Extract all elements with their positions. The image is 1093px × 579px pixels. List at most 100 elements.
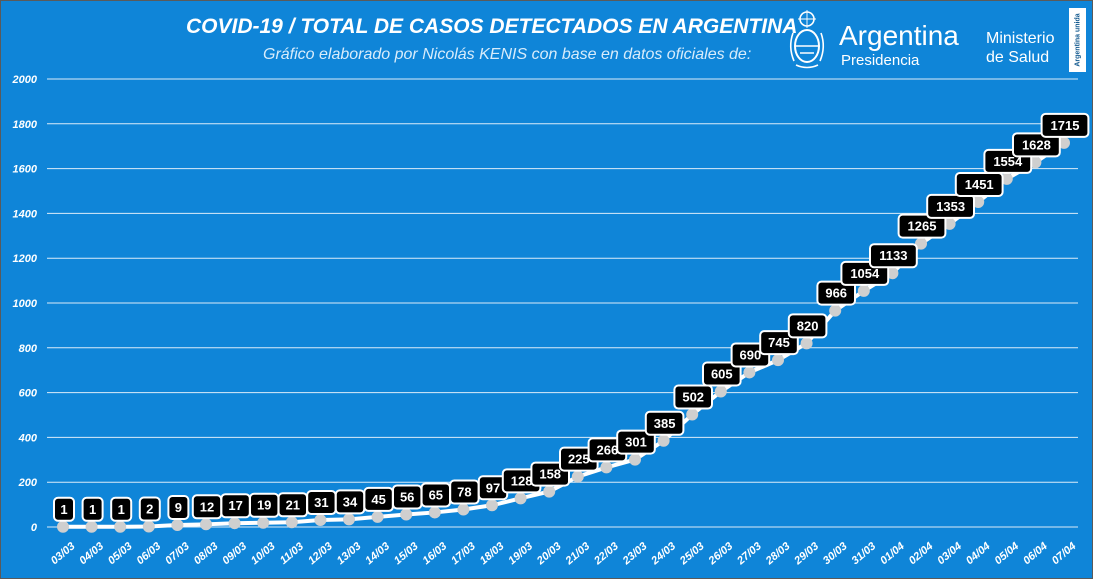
series-cases bbox=[57, 136, 1070, 533]
data-label-box bbox=[926, 193, 976, 219]
data-label-box bbox=[110, 496, 133, 522]
data-point bbox=[714, 385, 727, 398]
x-tick-label: 05/03 bbox=[106, 540, 135, 567]
data-point bbox=[800, 337, 813, 350]
data-point bbox=[57, 520, 69, 533]
x-tick-label: 03/04 bbox=[935, 540, 964, 567]
data-label-text: 158 bbox=[539, 467, 561, 482]
data-label: 605 bbox=[702, 361, 742, 387]
data-label-text: 1353 bbox=[936, 199, 965, 214]
data-label: 65 bbox=[420, 482, 452, 508]
data-label: 2 bbox=[138, 496, 161, 522]
x-tick-label: 02/04 bbox=[907, 540, 936, 567]
data-label: 1715 bbox=[1040, 112, 1090, 138]
y-tick-label: 1600 bbox=[13, 164, 38, 176]
data-point bbox=[600, 461, 613, 474]
data-label-box bbox=[702, 361, 742, 387]
data-label: 19 bbox=[249, 492, 280, 518]
data-label-text: 1054 bbox=[850, 266, 880, 281]
x-tick-label: 18/03 bbox=[478, 540, 507, 567]
data-point bbox=[228, 517, 241, 530]
x-tick-label: 25/03 bbox=[677, 540, 707, 568]
data-point bbox=[114, 520, 127, 533]
data-label: 502 bbox=[673, 384, 714, 410]
data-label: 1 bbox=[110, 496, 133, 522]
data-label: 31 bbox=[306, 490, 337, 516]
data-label: 1451 bbox=[954, 171, 1004, 197]
data-label-box bbox=[1012, 132, 1061, 158]
x-tick-label: 11/03 bbox=[278, 541, 306, 567]
ministry-label: Ministerio de Salud bbox=[986, 29, 1076, 67]
data-label-box bbox=[787, 313, 828, 339]
data-label-text: 1628 bbox=[1022, 137, 1051, 152]
x-tick-label: 01/04 bbox=[878, 540, 907, 567]
data-label-box bbox=[816, 280, 857, 306]
data-point bbox=[1029, 156, 1042, 169]
x-tick-label: 04/04 bbox=[964, 540, 993, 567]
x-tick-label: 17/03 bbox=[449, 540, 478, 567]
data-label-text: 2 bbox=[146, 502, 153, 517]
data-point bbox=[371, 510, 384, 523]
data-point bbox=[285, 516, 298, 529]
x-tick-label: 07/04 bbox=[1050, 540, 1079, 567]
data-label: 12 bbox=[191, 494, 223, 520]
data-label: 17 bbox=[220, 493, 251, 519]
argentina-unida-badge: Argentina unida bbox=[1069, 8, 1086, 72]
data-label-text: 19 bbox=[257, 498, 271, 513]
data-label-text: 820 bbox=[797, 318, 819, 333]
data-point bbox=[400, 508, 413, 521]
data-label-text: 45 bbox=[371, 492, 385, 507]
data-label: 745 bbox=[759, 330, 799, 356]
data-label-text: 385 bbox=[654, 416, 676, 431]
argentina-coat-of-arms-icon bbox=[789, 10, 825, 69]
data-label: 78 bbox=[449, 479, 480, 505]
data-label-box bbox=[53, 496, 75, 522]
data-point bbox=[343, 513, 355, 526]
x-tick-label: 14/03 bbox=[363, 540, 392, 567]
data-label: 45 bbox=[363, 486, 394, 512]
data-label-text: 128 bbox=[511, 473, 533, 488]
data-label-box bbox=[644, 410, 685, 436]
data-label-text: 9 bbox=[175, 500, 182, 515]
data-label-box bbox=[954, 171, 1004, 197]
data-point bbox=[85, 520, 98, 533]
x-tick-label: 19/03 bbox=[506, 540, 535, 567]
data-point bbox=[142, 520, 155, 533]
x-tick-label: 28/03 bbox=[763, 540, 793, 568]
data-point bbox=[171, 518, 184, 531]
data-point bbox=[1000, 172, 1013, 185]
data-label: 385 bbox=[644, 410, 685, 436]
data-label-text: 1554 bbox=[993, 154, 1023, 169]
chart-subtitle: Gráfico elaborado por Nicolás KENIS con … bbox=[263, 46, 752, 63]
data-label-text: 31 bbox=[314, 495, 328, 510]
data-label: 34 bbox=[334, 489, 366, 515]
data-label: 1265 bbox=[897, 213, 947, 239]
data-point bbox=[629, 453, 641, 466]
y-axis-tick-labels: 0 200 400 600 800 1000 1200 1400 1600 1800 2000 bbox=[12, 74, 38, 534]
data-label-text: 56 bbox=[400, 489, 414, 504]
brand-name: Argentina bbox=[839, 20, 959, 51]
data-point bbox=[314, 514, 327, 527]
data-point bbox=[743, 366, 756, 379]
data-point bbox=[686, 408, 699, 421]
data-label-text: 1265 bbox=[908, 219, 937, 234]
x-tick-label: 12/03 bbox=[306, 540, 335, 567]
y-tick-label: 1000 bbox=[13, 298, 38, 310]
data-label: 966 bbox=[816, 280, 857, 306]
data-label-box bbox=[869, 243, 918, 269]
x-tick-label: 03/03 bbox=[49, 540, 78, 567]
data-label-text: 17 bbox=[228, 498, 242, 513]
x-tick-label: 06/03 bbox=[134, 540, 163, 567]
data-point bbox=[886, 267, 899, 280]
x-tick-label: 10/03 bbox=[249, 540, 278, 567]
data-label-box bbox=[616, 429, 656, 455]
data-labels: 1 1 1 2 9 12 17 19 21 31 34 45 56 65 78 97 128 1582252663… bbox=[53, 112, 1090, 522]
y-tick-label: 200 bbox=[18, 477, 38, 489]
x-tick-label: 27/03 bbox=[734, 540, 764, 568]
x-tick-label: 16/03 bbox=[420, 540, 449, 567]
data-label-text: 97 bbox=[486, 480, 500, 495]
data-point bbox=[514, 492, 527, 505]
data-point bbox=[428, 506, 441, 519]
